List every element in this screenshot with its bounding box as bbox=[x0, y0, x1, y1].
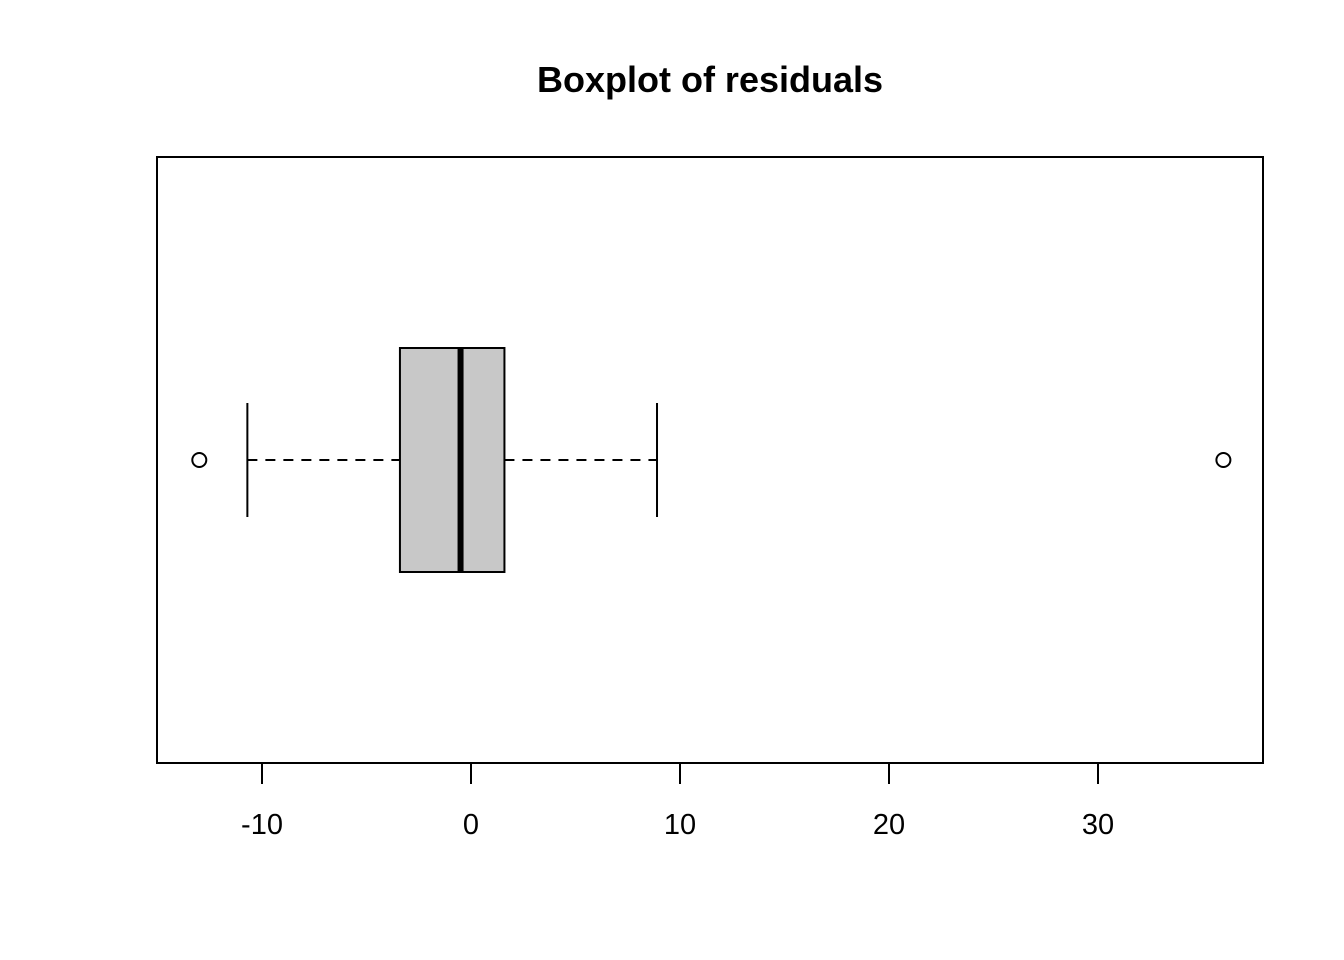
x-axis: -10 0 10 20 30 bbox=[241, 762, 1114, 841]
chart-title: Boxplot of residuals bbox=[537, 59, 883, 100]
x-tick-label-2: 10 bbox=[664, 809, 696, 841]
x-tick-label-3: 20 bbox=[873, 809, 905, 841]
outlier-point-1 bbox=[1215, 452, 1232, 468]
x-tick-label-0: -10 bbox=[241, 809, 283, 841]
chart-marks bbox=[191, 347, 1232, 573]
x-tick-label-1: 0 bbox=[463, 809, 479, 841]
iqr-box bbox=[398, 347, 506, 573]
outlier-point-0 bbox=[191, 452, 208, 468]
x-tick-label-4: 30 bbox=[1082, 809, 1114, 841]
